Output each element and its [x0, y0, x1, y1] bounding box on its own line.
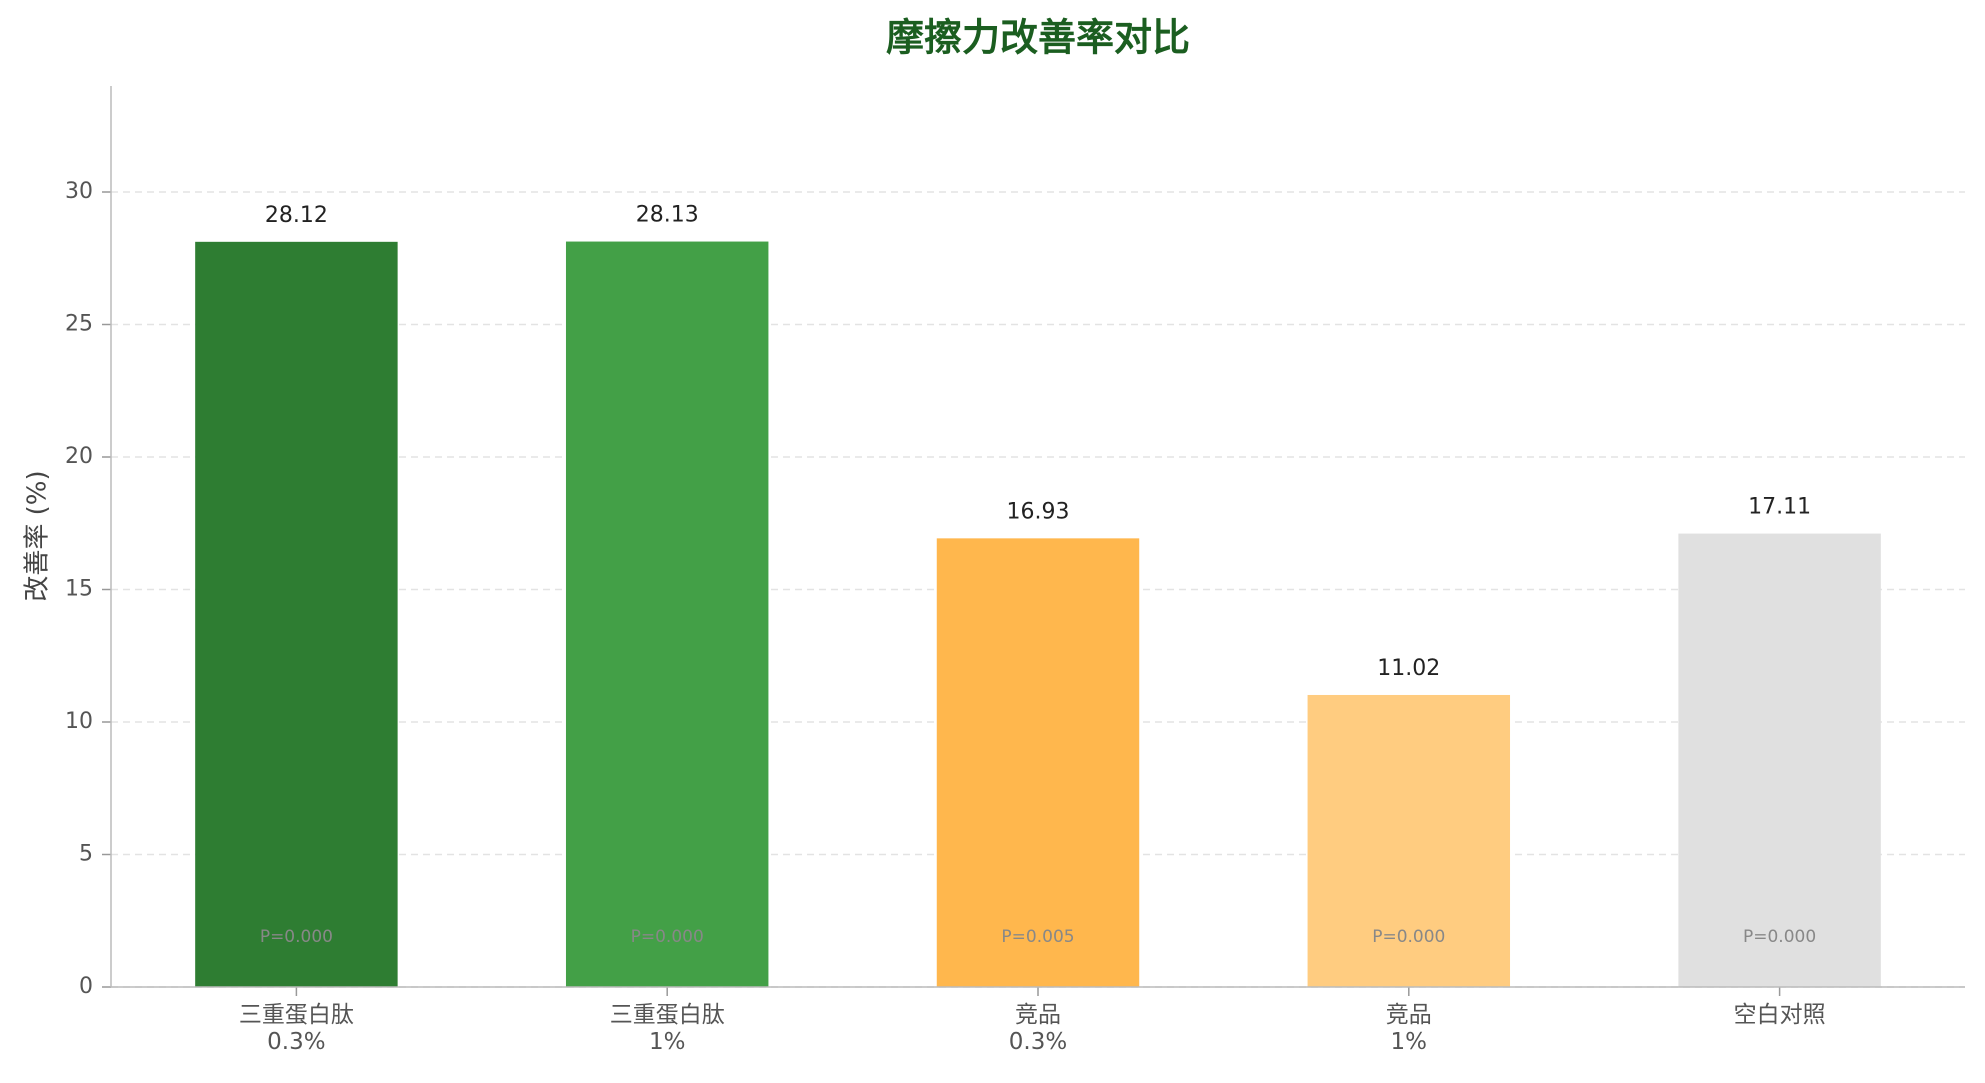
p-value-label: P=0.000 [1372, 927, 1445, 947]
value-label: 28.13 [636, 203, 699, 228]
y-tick-label: 5 [79, 842, 93, 867]
x-tick-label: 竞品 0.3% [1008, 1002, 1068, 1055]
x-tick-label: 三重蛋白肽 0.3% [238, 1002, 354, 1055]
x-tick-label: 空白对照 [1733, 1002, 1826, 1028]
y-tick-label: 20 [65, 444, 93, 469]
value-label: 17.11 [1748, 495, 1811, 520]
y-tick-label: 0 [79, 974, 93, 999]
bar [936, 538, 1140, 987]
x-tick-label: 竞品 1% [1385, 1002, 1432, 1055]
y-tick-label: 10 [65, 709, 93, 734]
bar [1678, 533, 1881, 987]
x-tick-label: 三重蛋白肽 1% [609, 1002, 725, 1055]
chart-title: 摩擦力改善率对比 [886, 16, 1190, 60]
p-value-label: P=0.000 [260, 927, 333, 947]
y-axis-label: 改善率 (%) [23, 470, 53, 601]
p-value-label: P=0.000 [1743, 927, 1816, 947]
y-tick-label: 15 [65, 577, 93, 602]
value-label: 11.02 [1377, 656, 1440, 681]
bar [195, 241, 398, 987]
bar [565, 241, 769, 987]
bar [1307, 694, 1511, 987]
value-label: 16.93 [1007, 499, 1070, 524]
y-tick-label: 30 [65, 179, 93, 204]
y-tick-label: 25 [65, 312, 93, 337]
value-label: 28.12 [265, 203, 328, 228]
p-value-label: P=0.005 [1001, 927, 1074, 947]
p-value-label: P=0.000 [631, 927, 704, 947]
